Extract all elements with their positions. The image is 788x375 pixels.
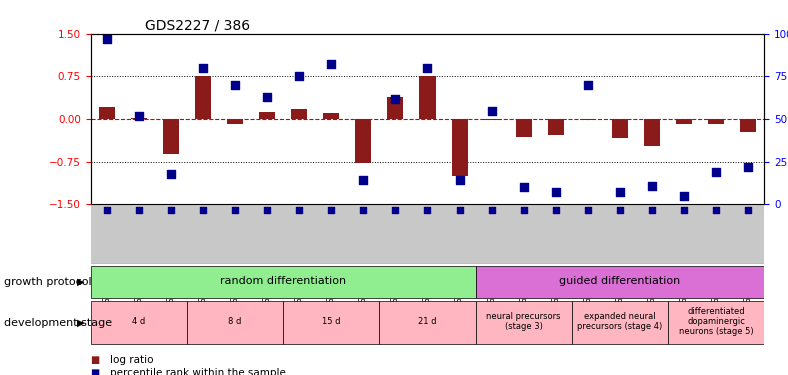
Bar bbox=[476, 266, 764, 298]
Point bbox=[357, 177, 370, 183]
Point bbox=[646, 207, 659, 213]
Text: ■: ■ bbox=[91, 355, 100, 365]
Point bbox=[518, 184, 530, 190]
Point bbox=[389, 207, 402, 213]
Point bbox=[293, 74, 306, 80]
Text: expanded neural
precursors (stage 4): expanded neural precursors (stage 4) bbox=[578, 312, 663, 331]
Text: 15 d: 15 d bbox=[322, 317, 340, 326]
Text: 4 d: 4 d bbox=[132, 317, 145, 326]
Point bbox=[710, 169, 723, 175]
Bar bbox=[668, 301, 764, 344]
Text: percentile rank within the sample: percentile rank within the sample bbox=[110, 368, 286, 375]
Point bbox=[100, 207, 113, 213]
Point bbox=[132, 207, 145, 213]
Point bbox=[453, 207, 466, 213]
Text: log ratio: log ratio bbox=[110, 355, 154, 365]
Text: ■: ■ bbox=[91, 368, 100, 375]
Bar bbox=[91, 266, 476, 298]
Point bbox=[421, 207, 433, 213]
Point bbox=[614, 207, 626, 213]
Bar bbox=[355, 119, 371, 164]
Point bbox=[325, 62, 337, 68]
Bar bbox=[131, 118, 147, 119]
Bar bbox=[740, 119, 756, 132]
Point bbox=[132, 112, 145, 118]
Point bbox=[646, 183, 659, 189]
Text: growth protocol: growth protocol bbox=[4, 277, 91, 287]
Point bbox=[710, 207, 723, 213]
Text: GDS2227 / 386: GDS2227 / 386 bbox=[144, 19, 250, 33]
Point bbox=[421, 65, 433, 71]
Bar bbox=[195, 76, 211, 119]
Bar bbox=[612, 119, 628, 138]
Point bbox=[229, 207, 241, 213]
Bar bbox=[484, 119, 500, 120]
Point bbox=[453, 177, 466, 183]
Bar bbox=[476, 301, 572, 344]
Point bbox=[293, 207, 306, 213]
Bar bbox=[187, 301, 283, 344]
Bar bbox=[323, 113, 340, 119]
Bar bbox=[548, 119, 564, 135]
Text: ▶: ▶ bbox=[76, 318, 84, 327]
Point bbox=[614, 189, 626, 195]
Text: differentiated
dopaminergic
neurons (stage 5): differentiated dopaminergic neurons (sta… bbox=[679, 307, 753, 336]
Point bbox=[582, 207, 594, 213]
Bar bbox=[452, 119, 467, 176]
Point bbox=[549, 189, 562, 195]
Point bbox=[742, 164, 755, 170]
Bar bbox=[91, 301, 187, 344]
Point bbox=[485, 207, 498, 213]
Bar bbox=[379, 301, 476, 344]
Point bbox=[325, 207, 337, 213]
Point bbox=[678, 193, 690, 199]
Point bbox=[196, 65, 209, 71]
Point bbox=[165, 171, 177, 177]
Bar bbox=[283, 301, 379, 344]
Text: 8 d: 8 d bbox=[229, 317, 242, 326]
Bar bbox=[708, 119, 724, 124]
Point bbox=[229, 82, 241, 88]
Bar bbox=[572, 301, 668, 344]
Point bbox=[582, 82, 594, 88]
Point bbox=[678, 207, 690, 213]
Bar bbox=[515, 119, 532, 137]
Point bbox=[197, 207, 210, 213]
Text: guided differentiation: guided differentiation bbox=[559, 276, 681, 286]
Point bbox=[261, 207, 273, 213]
Bar bbox=[227, 119, 243, 124]
Point bbox=[389, 96, 402, 102]
Text: neural precursors
(stage 3): neural precursors (stage 3) bbox=[486, 312, 561, 331]
Point bbox=[165, 207, 177, 213]
Point bbox=[261, 94, 273, 100]
Point bbox=[518, 207, 530, 213]
Bar bbox=[419, 76, 436, 119]
Point bbox=[357, 207, 370, 213]
Bar bbox=[676, 119, 692, 124]
Bar bbox=[580, 119, 596, 120]
Bar bbox=[388, 98, 403, 119]
Bar bbox=[259, 112, 275, 119]
Bar bbox=[644, 119, 660, 146]
Text: 21 d: 21 d bbox=[418, 317, 437, 326]
Text: development stage: development stage bbox=[4, 318, 112, 327]
Text: random differentiation: random differentiation bbox=[220, 276, 346, 286]
Point bbox=[742, 207, 755, 213]
Point bbox=[485, 108, 498, 114]
Bar bbox=[291, 109, 307, 119]
Text: ▶: ▶ bbox=[76, 277, 84, 287]
Point bbox=[549, 207, 562, 213]
Bar bbox=[98, 106, 115, 119]
Bar bbox=[163, 119, 179, 154]
Point bbox=[100, 36, 113, 42]
